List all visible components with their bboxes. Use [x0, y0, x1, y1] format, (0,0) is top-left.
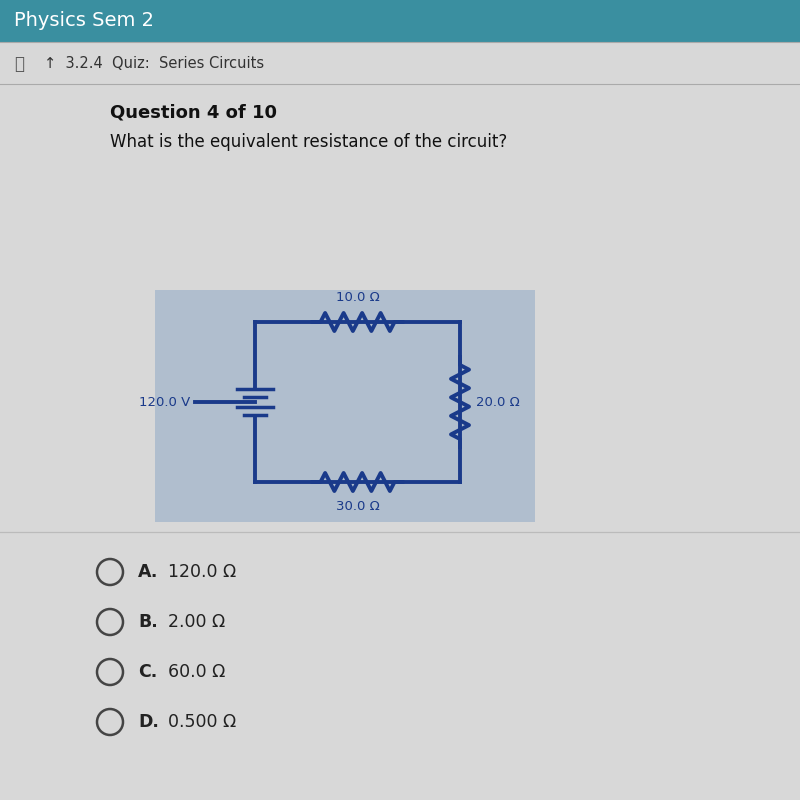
- Text: D.: D.: [138, 713, 159, 731]
- Text: 0.500 Ω: 0.500 Ω: [168, 713, 236, 731]
- Text: ↑  3.2.4  Quiz:  Series Circuits: ↑ 3.2.4 Quiz: Series Circuits: [44, 57, 264, 71]
- Text: 💼: 💼: [14, 55, 24, 73]
- Text: 60.0 Ω: 60.0 Ω: [168, 663, 226, 681]
- Text: 120.0 V: 120.0 V: [138, 395, 190, 409]
- FancyBboxPatch shape: [0, 0, 800, 42]
- Text: Physics Sem 2: Physics Sem 2: [14, 11, 154, 30]
- Text: A.: A.: [138, 563, 158, 581]
- Text: 20.0 Ω: 20.0 Ω: [476, 395, 520, 409]
- Text: 120.0 Ω: 120.0 Ω: [168, 563, 236, 581]
- Text: B.: B.: [138, 613, 158, 631]
- Text: 2.00 Ω: 2.00 Ω: [168, 613, 226, 631]
- Text: What is the equivalent resistance of the circuit?: What is the equivalent resistance of the…: [110, 133, 507, 151]
- Text: C.: C.: [138, 663, 158, 681]
- Text: 10.0 Ω: 10.0 Ω: [336, 291, 379, 304]
- Text: Question 4 of 10: Question 4 of 10: [110, 103, 277, 121]
- FancyBboxPatch shape: [155, 290, 535, 522]
- Text: 30.0 Ω: 30.0 Ω: [336, 500, 379, 513]
